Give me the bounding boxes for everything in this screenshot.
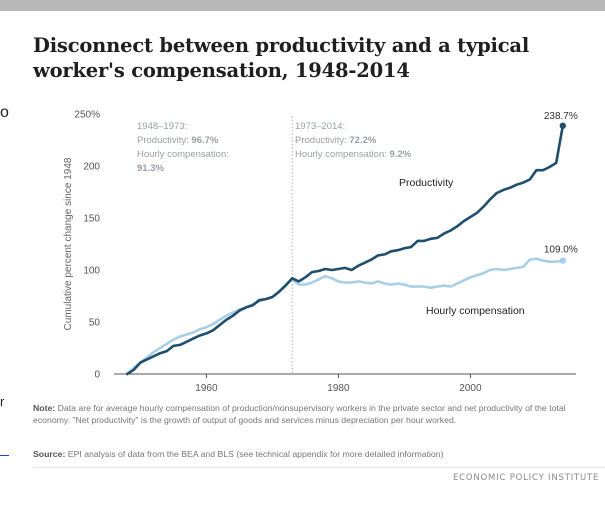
top-edge-bar: [0, 0, 605, 11]
productivity-end-point: [559, 122, 566, 129]
y-axis-title: Cumulative percent change since 1948: [63, 157, 74, 330]
compensation-series-label: Hourly compensation: [426, 305, 525, 317]
productivity-end-label: 238.7%: [544, 111, 578, 122]
chart-source: Source: EPI analysis of data from the BE…: [33, 448, 605, 460]
compensation-end-point: [559, 257, 566, 264]
y-tick-label: 100: [83, 266, 100, 277]
x-tick-label: 1960: [195, 383, 218, 394]
chart-series-labels: 238.7% 109.0% Productivity Hourly compensat…: [399, 111, 578, 317]
line-chart: 0 50 100 150 200 250% Cumulative percent chang…: [63, 110, 578, 395]
y-tick-label: 250%: [74, 110, 100, 121]
left-edge-glyph: o: [0, 104, 9, 121]
productivity-line: [125, 124, 565, 376]
left-period-productivity: Productivity: 96.7%: [137, 135, 219, 146]
left-edge-link-underline[interactable]: [0, 455, 9, 456]
y-tick-label: 0: [94, 370, 100, 381]
y-tick-label: 50: [89, 318, 101, 329]
chart-lines: [125, 122, 566, 376]
note-text: Data are for average hourly compensation…: [33, 403, 566, 425]
left-period-compensation-label: Hourly compensation:: [137, 149, 229, 160]
left-period-compensation-value: 91.3%: [137, 163, 164, 174]
source-label: Source:: [33, 449, 66, 459]
left-edge-glyph-2: r: [0, 394, 5, 409]
y-tick-label: 150: [83, 214, 100, 225]
source-text: EPI analysis of data from the BEA and BL…: [67, 449, 444, 459]
chart-title: Disconnect between productivity and a ty…: [33, 34, 530, 82]
compensation-end-label: 109.0%: [544, 245, 578, 256]
compensation-line: [125, 257, 565, 376]
left-period-heading: 1948–1973:: [137, 121, 187, 132]
chart-axes: 0 50 100 150 200 250% Cumulative percent chang…: [63, 110, 576, 394]
brand-label: ECONOMIC POLICY INSTITUTE: [453, 473, 600, 483]
chart-note: Note: Data are for average hourly compen…: [33, 402, 605, 426]
y-tick-label: 200: [83, 162, 100, 173]
x-tick-label: 1980: [327, 383, 350, 394]
chart-annotations: 1948–1973: Productivity: 96.7% Hourly comp…: [137, 116, 412, 374]
right-period-heading: 1973–2014:: [295, 121, 345, 132]
x-tick-label: 2000: [459, 383, 482, 394]
productivity-series-label: Productivity: [399, 177, 454, 189]
right-period-compensation: Hourly compensation: 9.2%: [295, 149, 412, 160]
chart-card: Disconnect between productivity and a ty…: [16, 11, 605, 505]
right-period-productivity: Productivity: 72.2%: [295, 135, 377, 146]
footer-divider: [33, 467, 605, 468]
note-label: Note:: [33, 403, 56, 413]
